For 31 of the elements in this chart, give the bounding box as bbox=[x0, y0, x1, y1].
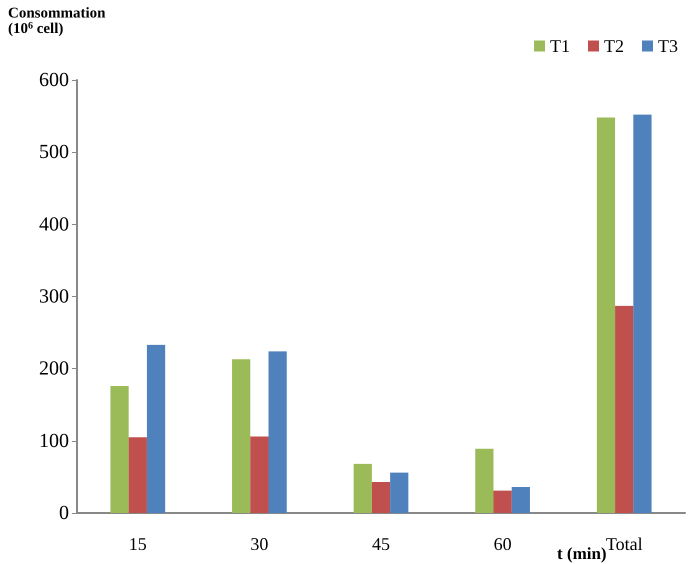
bar bbox=[596, 118, 616, 513]
bar bbox=[250, 436, 269, 513]
bar bbox=[390, 472, 408, 513]
bar bbox=[110, 386, 129, 513]
bar bbox=[475, 448, 494, 513]
y-tick-label: 0 bbox=[59, 502, 69, 524]
x-axis-title: t (min) bbox=[557, 544, 607, 563]
y-tick-label: 200 bbox=[39, 358, 69, 380]
y-tick-label: 100 bbox=[39, 430, 69, 452]
x-tick-label: 60 bbox=[494, 534, 512, 554]
bar bbox=[633, 114, 652, 513]
x-tick-label: 15 bbox=[128, 534, 147, 554]
bar bbox=[372, 482, 390, 513]
bar bbox=[232, 359, 250, 513]
x-tick-label: Total bbox=[606, 534, 643, 554]
legend-label: T2 bbox=[604, 36, 624, 56]
bar bbox=[146, 344, 166, 513]
bar bbox=[268, 351, 287, 513]
legend-label: T1 bbox=[550, 36, 570, 56]
x-tick-label: 45 bbox=[372, 534, 390, 554]
y-tick-label: 500 bbox=[39, 141, 69, 164]
x-tick-label: 30 bbox=[250, 534, 268, 554]
bar bbox=[615, 306, 634, 513]
bar bbox=[354, 464, 372, 513]
legend-label: T3 bbox=[658, 36, 678, 56]
bar bbox=[512, 487, 530, 513]
y-tick-label: 600 bbox=[39, 69, 69, 91]
bar bbox=[128, 437, 147, 513]
y-tick-label: 300 bbox=[39, 286, 69, 308]
y-tick-label: 400 bbox=[39, 213, 69, 236]
bar bbox=[493, 490, 512, 513]
